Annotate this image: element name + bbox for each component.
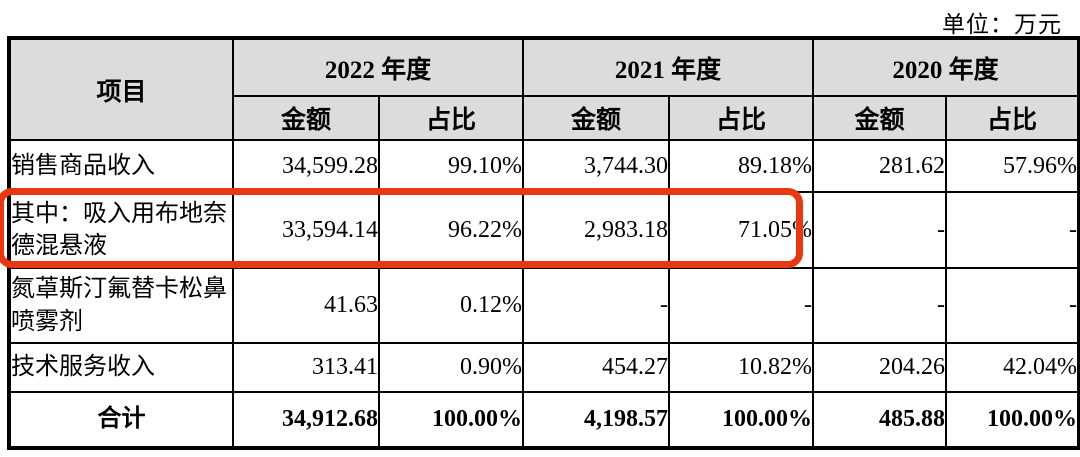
cell-2022-amount: 313.41 <box>232 342 380 393</box>
cell-2022-ratio: 96.22% <box>377 191 525 269</box>
header-ratio-2020: 占比 <box>945 95 1080 141</box>
header-year-2022: 2022 年度 <box>231 37 525 97</box>
row-label: 合计 <box>8 391 234 449</box>
cell-2022-ratio: 100.00% <box>377 391 525 449</box>
cell-2021-amount: 454.27 <box>522 342 671 393</box>
cell-2021-ratio: - <box>668 267 815 344</box>
revenue-breakdown-table: 项目 2022 年度 2021 年度 2020 年度 金额 占比 金额 占比 金… <box>7 36 1080 450</box>
cell-2020-amount: - <box>812 267 948 344</box>
cell-2020-amount: 281.62 <box>812 139 948 193</box>
header-ratio-2022: 占比 <box>377 95 525 141</box>
table-row-technical-service: 技术服务收入 313.41 0.90% 454.27 10.82% 204.26… <box>8 342 1080 393</box>
cell-2022-amount: 33,594.14 <box>232 191 380 269</box>
cell-2022-amount: 34,599.28 <box>232 139 380 193</box>
cell-2021-amount: 4,198.57 <box>522 391 671 449</box>
unit-label: 单位：万元 <box>942 12 1062 37</box>
header-amount-2022: 金额 <box>232 95 380 141</box>
cell-2021-ratio: 100.00% <box>668 391 815 449</box>
cell-2020-amount: 204.26 <box>812 342 948 393</box>
cell-2021-amount: 2,983.18 <box>522 191 671 269</box>
header-row-years: 项目 2022 年度 2021 年度 2020 年度 <box>8 37 1080 141</box>
cell-2022-ratio: 0.90% <box>377 342 525 393</box>
table-row-budesonide-suspension: 其中：吸入用布地奈德混悬液 33,594.14 96.22% 2,983.18 … <box>8 191 1080 269</box>
header-year-2020: 2020 年度 <box>812 37 1080 97</box>
row-label: 氮䓬斯汀氟替卡松鼻喷雾剂 <box>8 267 234 344</box>
cell-2020-ratio: - <box>945 267 1080 344</box>
table-row-goods-sales: 销售商品收入 34,599.28 99.10% 3,744.30 89.18% … <box>8 139 1080 193</box>
row-label: 销售商品收入 <box>8 139 234 193</box>
cell-2021-amount: - <box>522 267 671 344</box>
cell-2021-ratio: 89.18% <box>668 139 815 193</box>
cell-2020-ratio: 42.04% <box>945 342 1080 393</box>
cell-2021-ratio: 71.05% <box>668 191 815 269</box>
header-year-2021: 2021 年度 <box>522 37 815 97</box>
cell-2020-ratio: - <box>945 191 1080 269</box>
header-row-subcolumns: 金额 占比 金额 占比 金额 占比 <box>9 95 1080 141</box>
cell-2020-ratio: 57.96% <box>945 139 1080 193</box>
cell-2021-ratio: 10.82% <box>668 342 815 393</box>
cell-2022-amount: 41.63 <box>232 267 380 344</box>
header-amount-2021: 金额 <box>522 95 671 141</box>
cell-2020-ratio: 100.00% <box>945 391 1080 449</box>
table-row-total: 合计 34,912.68 100.00% 4,198.57 100.00% 48… <box>8 391 1080 449</box>
header-ratio-2021: 占比 <box>668 95 815 141</box>
row-label: 其中：吸入用布地奈德混悬液 <box>8 191 234 269</box>
cell-2022-ratio: 99.10% <box>377 139 525 193</box>
cell-2020-amount: - <box>812 191 948 269</box>
cell-2020-amount: 485.88 <box>812 391 948 449</box>
cell-2022-amount: 34,912.68 <box>232 391 380 449</box>
cell-2022-ratio: 0.12% <box>377 267 525 344</box>
table-row-azelastine-fluticasone-spray: 氮䓬斯汀氟替卡松鼻喷雾剂 41.63 0.12% - - - - <box>8 267 1080 344</box>
header-item: 项目 <box>8 37 234 141</box>
header-amount-2020: 金额 <box>812 95 948 141</box>
cell-2021-amount: 3,744.30 <box>522 139 671 193</box>
row-label: 技术服务收入 <box>8 342 234 393</box>
